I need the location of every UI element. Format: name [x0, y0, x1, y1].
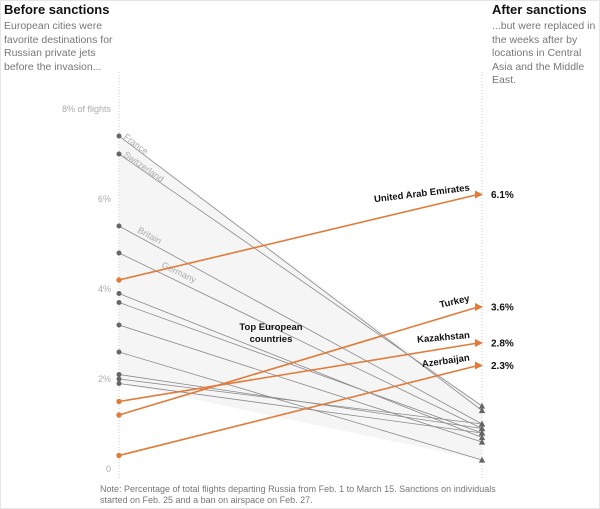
value-label-turkey: 3.6%	[491, 303, 514, 314]
europe-line-britain	[118, 225, 483, 425]
europe-line-7	[118, 351, 483, 461]
highlight-line-azerbaijan	[118, 364, 479, 457]
before-sanctions-title: Before sanctions	[4, 2, 110, 17]
highlight-dot-united-arab-emirates	[116, 277, 122, 283]
europe-triangle-9	[478, 420, 486, 427]
y-tick-label-3: 6%	[98, 194, 111, 204]
europe-line-france	[118, 135, 483, 411]
europe-line-5	[118, 302, 483, 434]
series-label-turkey: Turkey	[439, 293, 472, 311]
europe-dot-5	[116, 300, 122, 305]
europe-dot-france	[116, 133, 122, 139]
series-label-kazakhstan: Kazakhstan	[417, 330, 471, 346]
europe-dot-germany	[116, 250, 122, 256]
highlight-dot-kazakhstan	[116, 398, 122, 405]
europe-triangle-france	[478, 407, 486, 414]
value-label-kazakhstan: 2.8%	[491, 339, 514, 350]
before-sanctions-subtitle: European cities were favorite destinatio…	[4, 20, 113, 73]
europe-triangle-6	[478, 438, 486, 445]
europe-triangle-switzerland	[478, 402, 486, 409]
europe-dot-6	[116, 322, 122, 328]
europe-dot-10	[116, 381, 122, 386]
chart-note: Note: Percentage of total flights depart…	[100, 484, 496, 505]
highlight-line-turkey	[118, 306, 479, 416]
europe-dot-7	[116, 349, 122, 355]
top-european-countries-annotation: Top European countries	[239, 322, 302, 345]
highlight-arrowhead-kazakhstan	[475, 339, 483, 347]
highlight-line-united-arab-emirates	[118, 193, 479, 281]
europe-line-germany	[118, 252, 483, 429]
y-tick-label-0: 0	[106, 464, 111, 474]
value-label-united-arab-emirates: 6.1%	[491, 190, 514, 201]
highlight-arrowhead-united-arab-emirates	[475, 190, 483, 199]
europe-dot-switzerland	[116, 151, 122, 157]
y-tick-label-2: 4%	[98, 284, 111, 294]
series-label-azerbaijan: Azerbaijan	[421, 353, 470, 371]
europe-dot-britain	[116, 223, 122, 229]
y-tick-label-4: 8% of flights	[62, 104, 112, 114]
highlight-arrowhead-azerbaijan	[475, 361, 483, 370]
highlight-dot-azerbaijan	[116, 452, 122, 459]
europe-dot-4	[116, 291, 122, 296]
europe-triangle-4	[478, 434, 486, 441]
europe-dot-8	[116, 372, 122, 377]
europe-triangle-10	[478, 429, 486, 436]
europe-area	[119, 136, 482, 460]
europe-triangle-7	[478, 456, 486, 463]
europe-line-4	[118, 293, 483, 438]
after-sanctions-subtitle: ...but were replaced in the weeks after …	[492, 20, 596, 86]
after-sanctions-title: After sanctions	[492, 2, 587, 17]
y-tick-label-1: 2%	[98, 374, 111, 384]
series-label-united-arab-emirates: United Arab Emirates	[373, 183, 470, 206]
highlight-line-kazakhstan	[118, 342, 479, 403]
highlight-arrowhead-turkey	[475, 303, 483, 311]
europe-triangle-8	[478, 425, 486, 432]
europe-dot-9	[116, 376, 122, 382]
value-label-azerbaijan: 2.3%	[491, 361, 514, 372]
highlight-dot-turkey	[116, 412, 122, 418]
europe-line-switzerland	[118, 153, 483, 407]
europe-line-6	[118, 324, 483, 443]
europe-line-9	[118, 378, 483, 425]
